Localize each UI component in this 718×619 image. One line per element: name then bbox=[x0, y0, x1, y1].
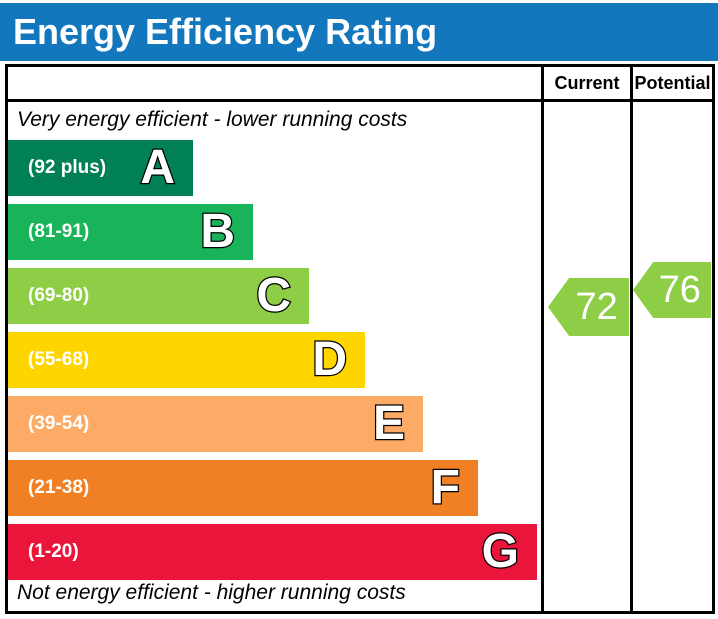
band-c-letter: C bbox=[255, 268, 292, 324]
band-d-range: (55-68) bbox=[28, 349, 90, 370]
column-header-current: Current bbox=[541, 67, 630, 102]
band-b-range: (81-91) bbox=[28, 221, 90, 242]
band-g: (1-20) G bbox=[8, 524, 537, 580]
bands-area: Very energy efficient - lower running co… bbox=[8, 102, 541, 611]
band-e-range: (39-54) bbox=[28, 413, 90, 434]
note-very-efficient: Very energy efficient - lower running co… bbox=[17, 108, 408, 131]
band-c: (69-80) C bbox=[8, 268, 309, 324]
potential-column: 76 bbox=[630, 102, 712, 611]
band-g-letter: G bbox=[480, 524, 520, 580]
band-d-letter: D bbox=[311, 332, 348, 388]
page-title: Energy Efficiency Rating bbox=[13, 11, 438, 52]
band-e: (39-54) E bbox=[8, 396, 423, 452]
band-f: (21-38) F bbox=[8, 460, 478, 516]
band-b-letter: B bbox=[199, 204, 236, 260]
band-f-range: (21-38) bbox=[28, 477, 90, 498]
rating-bands: (92 plus) A (81-91) B (69-80) C (55-68) … bbox=[8, 140, 537, 588]
band-a: (92 plus) A bbox=[8, 140, 193, 196]
band-a-range: (92 plus) bbox=[28, 157, 107, 178]
band-f-letter: F bbox=[429, 460, 461, 516]
current-column: 72 bbox=[541, 102, 630, 611]
current-rating-value: 72 bbox=[575, 285, 618, 328]
band-b: (81-91) B bbox=[8, 204, 253, 260]
band-g-range: (1-20) bbox=[28, 541, 79, 562]
note-not-efficient: Not energy efficient - higher running co… bbox=[17, 581, 406, 604]
header-spacer-cell bbox=[8, 67, 541, 102]
current-rating-arrow: 72 bbox=[548, 278, 629, 336]
column-header-potential: Potential bbox=[630, 67, 712, 102]
potential-rating-arrow: 76 bbox=[633, 262, 711, 318]
band-c-range: (69-80) bbox=[28, 285, 90, 306]
band-d: (55-68) D bbox=[8, 332, 365, 388]
band-a-letter: A bbox=[139, 140, 176, 196]
potential-rating-value: 76 bbox=[658, 268, 701, 311]
band-e-letter: E bbox=[372, 396, 407, 452]
energy-rating-table: Current Potential Very energy efficient … bbox=[5, 64, 715, 614]
title-bar: Energy Efficiency Rating bbox=[0, 3, 718, 61]
